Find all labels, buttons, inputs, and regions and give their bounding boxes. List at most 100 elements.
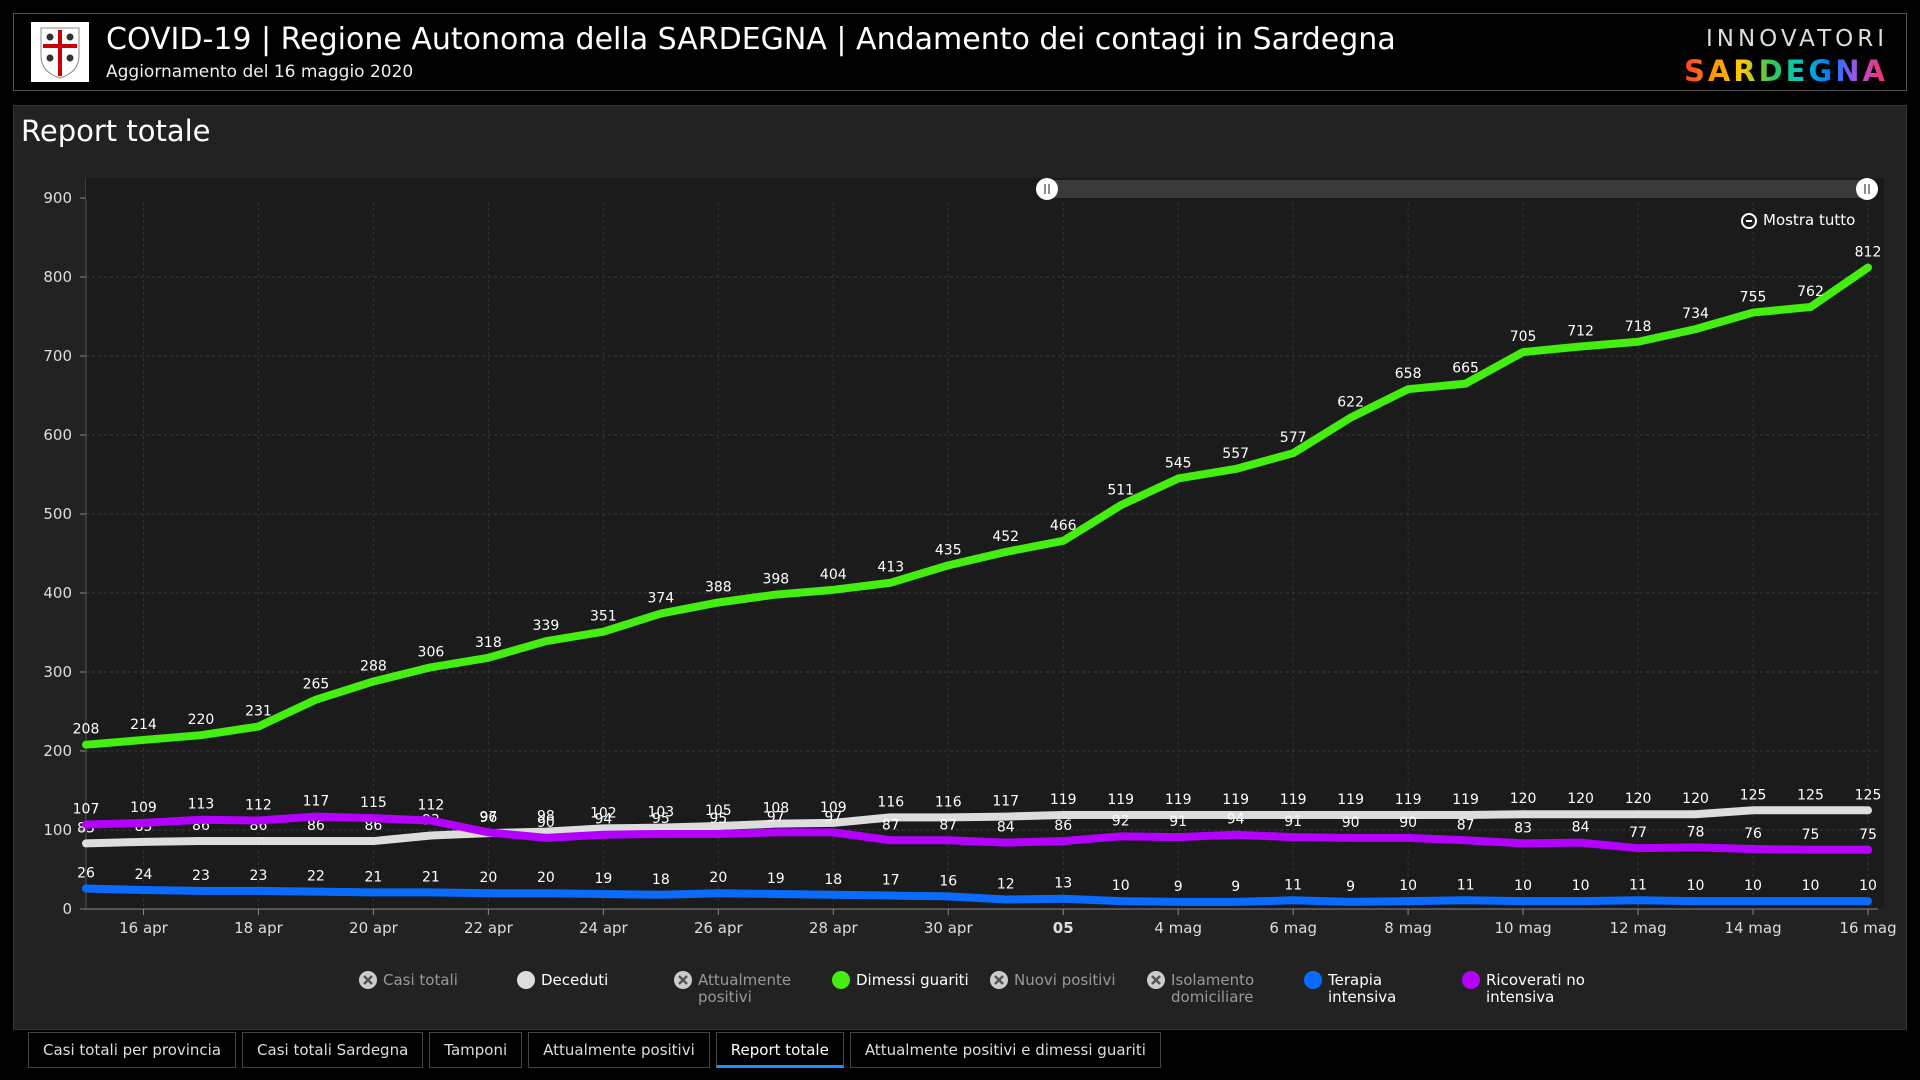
x-tick-label: 16 mag — [1839, 919, 1896, 937]
data-label: 90 — [1342, 815, 1360, 831]
data-label: 10 — [1572, 878, 1590, 894]
data-label: 119 — [1452, 792, 1479, 808]
data-label: 97 — [479, 809, 497, 825]
y-tick-label: 600 — [43, 426, 72, 444]
x-tick-label: 05 — [1053, 919, 1074, 937]
data-label: 75 — [1859, 827, 1877, 843]
data-label: 398 — [762, 572, 789, 588]
data-label: 98 — [537, 809, 555, 825]
series-line-1 — [82, 806, 1872, 848]
brand-innovatori: INNOVATORI — [1705, 26, 1888, 52]
tab-casi-totali-provincia[interactable]: Casi totali per provincia — [28, 1032, 237, 1068]
data-label: 214 — [130, 717, 157, 733]
data-label: 86 — [307, 818, 325, 834]
y-tick-label: 300 — [43, 663, 72, 681]
y-tick-label: 400 — [43, 584, 72, 602]
data-label: 288 — [360, 658, 387, 674]
data-label: 119 — [1395, 792, 1422, 808]
data-label: 125 — [1855, 787, 1882, 803]
data-label: 11 — [1457, 877, 1475, 893]
data-label: 19 — [594, 871, 612, 887]
data-label: 10 — [1802, 878, 1820, 894]
data-label: 97 — [767, 809, 785, 825]
data-label: 102 — [590, 805, 617, 821]
data-label: 705 — [1510, 329, 1537, 345]
data-label: 452 — [992, 529, 1019, 545]
tab-casi-totali-sardegna[interactable]: Casi totali Sardegna — [242, 1032, 424, 1068]
data-label: 125 — [1740, 787, 1767, 803]
series-line-2 — [82, 812, 1872, 854]
data-label: 119 — [1165, 792, 1192, 808]
data-label: 220 — [188, 712, 215, 728]
x-tick-label: 30 apr — [924, 919, 974, 937]
data-label: 734 — [1682, 306, 1709, 322]
data-label: 19 — [767, 871, 785, 887]
data-label: 87 — [882, 817, 900, 833]
legend-disabled-icon — [1147, 971, 1165, 989]
data-label: 718 — [1625, 319, 1652, 335]
x-tick-label: 20 apr — [349, 919, 399, 937]
x-tick-label: 16 apr — [119, 919, 169, 937]
data-label: 120 — [1625, 791, 1652, 807]
data-label: 87 — [1457, 817, 1475, 833]
y-tick-label: 900 — [43, 189, 72, 207]
tab-bar: Casi totali per provincia Casi totali Sa… — [28, 1032, 1167, 1068]
data-label: 665 — [1452, 361, 1479, 377]
data-label: 86 — [1054, 818, 1072, 834]
mostra-tutto-button[interactable]: Mostra tutto — [1741, 211, 1855, 229]
data-label: 9 — [1346, 879, 1355, 895]
y-tick-label: 700 — [43, 347, 72, 365]
data-label: 10 — [1859, 878, 1877, 894]
tab-attualmente-positivi[interactable]: Attualmente positivi — [528, 1032, 710, 1068]
data-label: 26 — [77, 865, 95, 881]
data-label: 435 — [935, 542, 962, 558]
page-title: COVID-19 | Regione Autonoma della SARDEG… — [106, 22, 1396, 57]
data-label: 109 — [820, 800, 847, 816]
data-label: 94 — [1227, 812, 1245, 828]
data-label: 116 — [877, 794, 904, 810]
tab-report-totale[interactable]: Report totale — [715, 1032, 844, 1068]
legend-disabled-icon — [674, 971, 692, 989]
data-label: 12 — [997, 877, 1015, 893]
data-label: 119 — [1280, 792, 1307, 808]
tab-attualmente-positivi-dimessi[interactable]: Attualmente positivi e dimessi guariti — [849, 1032, 1161, 1068]
data-label: 95 — [709, 811, 727, 827]
data-label: 755 — [1740, 290, 1767, 306]
x-tick-label: 4 mag — [1154, 919, 1202, 937]
data-label: 91 — [1169, 814, 1187, 830]
data-label: 95 — [652, 811, 670, 827]
y-tick-label: 200 — [43, 742, 72, 760]
legend-disabled-icon — [990, 971, 1008, 989]
legend-label: Attualmente positivi — [698, 971, 792, 1006]
data-label: 76 — [1744, 826, 1762, 842]
data-label: 10 — [1514, 878, 1532, 894]
x-tick-label: 22 apr — [464, 919, 514, 937]
range-slider-selection — [1047, 180, 1867, 198]
legend-label: Casi totali — [383, 971, 458, 989]
y-tick-label: 800 — [43, 268, 72, 286]
tab-tamponi[interactable]: Tamponi — [429, 1032, 523, 1068]
data-label: 107 — [73, 801, 100, 817]
data-label: 112 — [245, 798, 272, 814]
data-label: 10 — [1744, 878, 1762, 894]
data-label: 413 — [877, 560, 904, 576]
data-label: 404 — [820, 567, 847, 583]
x-tick-label: 18 apr — [234, 919, 284, 937]
data-label: 119 — [1222, 792, 1249, 808]
x-tick-label: 24 apr — [579, 919, 629, 937]
data-label: 10 — [1687, 878, 1705, 894]
header-bar: COVID-19 | Regione Autonoma della SARDEG… — [13, 13, 1907, 91]
legend-dot-icon — [517, 971, 535, 989]
series-line-0 — [82, 263, 1872, 749]
legend-disabled-icon — [359, 971, 377, 989]
x-tick-label: 6 mag — [1269, 919, 1317, 937]
data-label: 658 — [1395, 366, 1422, 382]
data-label: 351 — [590, 609, 617, 625]
data-label: 116 — [935, 794, 962, 810]
data-label: 83 — [1514, 820, 1532, 836]
data-label: 21 — [365, 869, 383, 885]
data-label: 90 — [537, 815, 555, 831]
zoom-out-icon — [1741, 213, 1757, 229]
data-label: 24 — [135, 867, 153, 883]
